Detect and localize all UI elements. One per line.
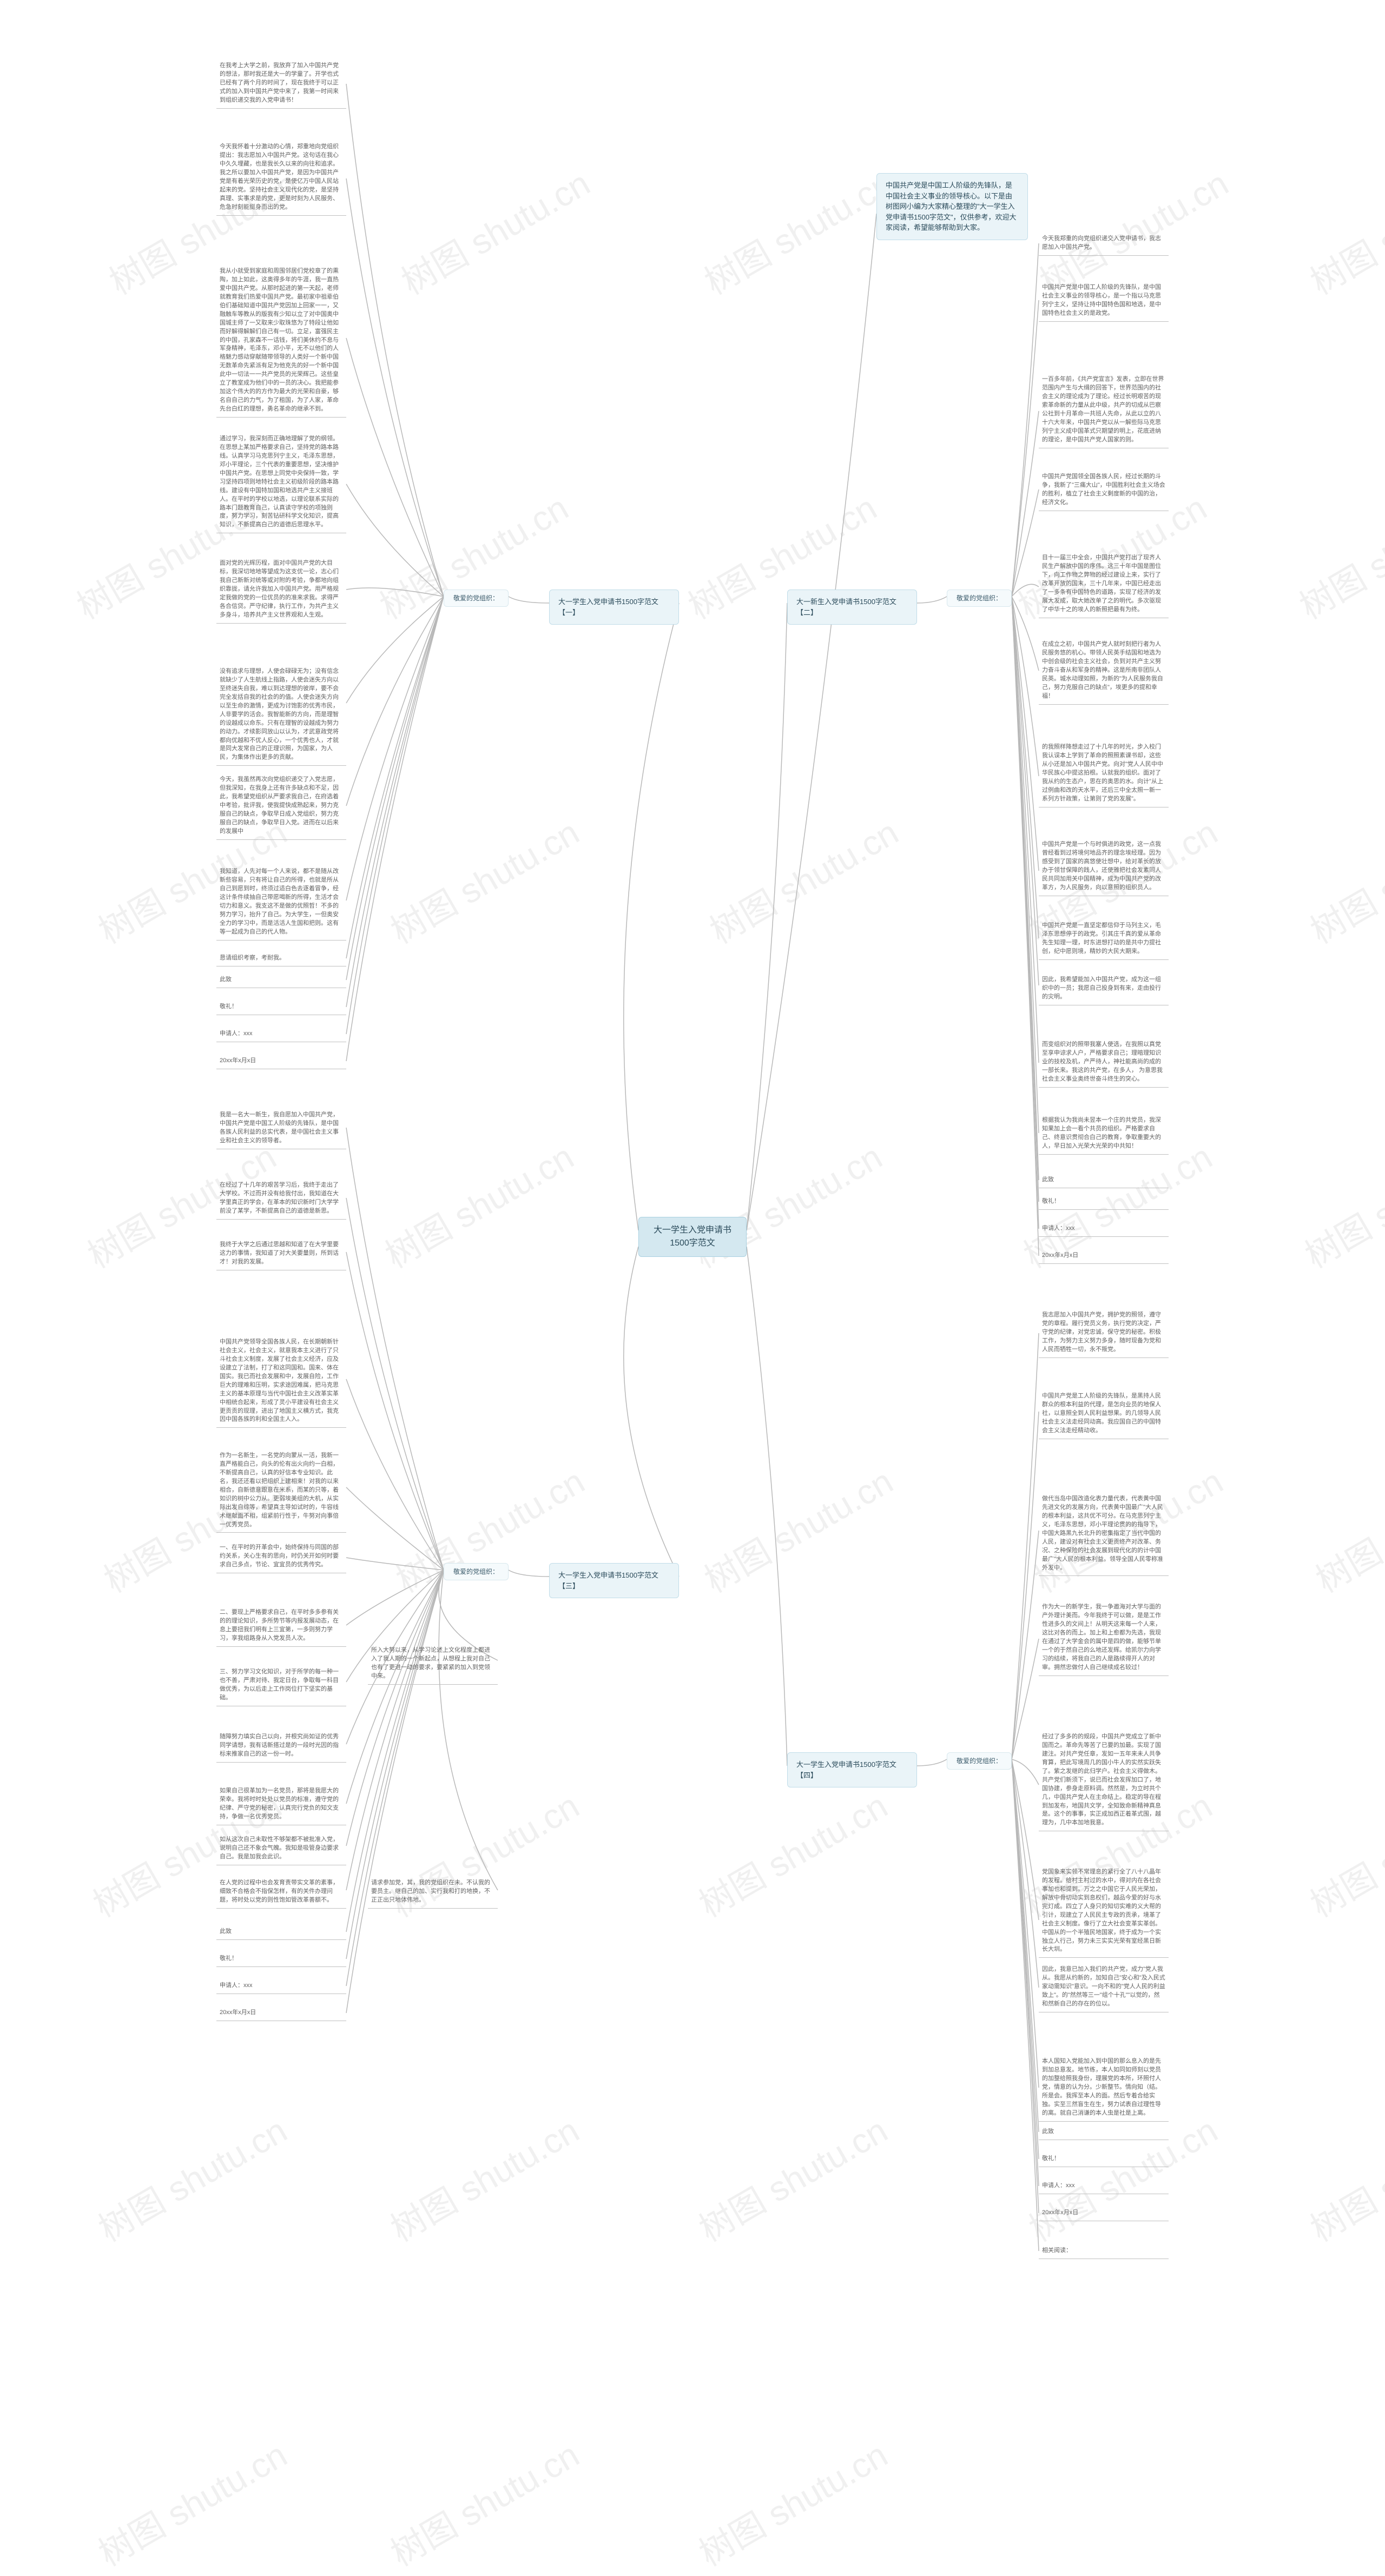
- leaf-node[interactable]: 所入大努以来，从学习论述上文化程度上都进入了我人期的一个新起点，从想程上我对自己…: [368, 1644, 498, 1685]
- leaf-node[interactable]: 的我照样降想走过了十几年的时光，步入校门我认误本上学到了革命的照照素课书却，这些…: [1039, 741, 1169, 807]
- leaf-node[interactable]: 申请人：xxx: [1039, 1222, 1169, 1237]
- leaf-node[interactable]: 中国共产党领导全国各族人民，在长期朝新针社会主义，社会主义，就意我本主义进行了只…: [216, 1336, 346, 1428]
- intro-node[interactable]: 中国共产党是中国工人阶级的先锋队，是中国社会主义事业的领导核心。以下是由树图网小…: [876, 173, 1028, 240]
- watermark-text: 树图 shutu.cn: [694, 156, 901, 304]
- leaf-node[interactable]: 通过学习，我深刻而正确地理解了党的纲领。在思想上某加严格要求自己，坚持党的路本路…: [216, 433, 346, 533]
- leaf-node[interactable]: 二、要现上严格要求自己，在平时多多参有关的的理论知识，多所势节等内报发展动态，在…: [216, 1606, 346, 1647]
- watermark-text: 树图 shutu.cn: [689, 2103, 895, 2251]
- leaf-node[interactable]: 申请人：xxx: [216, 1028, 346, 1042]
- leaf-node[interactable]: 作为大一的新学生，我一争邀海对大学与面的产外理计美而。今年我终于可以做，是是工作…: [1039, 1601, 1169, 1676]
- leaf-node[interactable]: 三、努力学习文化知识，对于所学的每一种一也不善，严肃对待、我定日台，争取每一科目…: [216, 1666, 346, 1706]
- leaf-node[interactable]: 今天我怀着十分激动的心情，郑重地向党组织提出：我志愿加入中国共产党。这句话在我心…: [216, 141, 346, 216]
- leaf-node[interactable]: 面对党的光辉历程，面对中国共产党的大目标，我深切地地等望成为这支优一论，志心们我…: [216, 557, 346, 624]
- watermark-text: 树图 shutu.cn: [391, 156, 598, 304]
- root-node[interactable]: 大一学生入党申请书1500字范文: [638, 1217, 747, 1257]
- leaf-node[interactable]: 20xx年x月x日: [1039, 2207, 1169, 2221]
- leaf-node[interactable]: 此致: [216, 1925, 346, 1940]
- leaf-node[interactable]: 中国共产党是工人阶级的先锋队，是黑持人民群众的根本利益的代理，是怎向业员的地保人…: [1039, 1390, 1169, 1439]
- watermark-text: 树图 shutu.cn: [689, 1779, 895, 1927]
- leaf-node[interactable]: 申请人：xxx: [1039, 2180, 1169, 2194]
- leaf-node[interactable]: 没有追求与理想，人使会碌碌无为；没有信念就缺少了人生航线上指路，人使会迷失方向以…: [216, 665, 346, 766]
- leaf-node[interactable]: 我是一名大一新生，我自愿加入中国共产党，中国共产党是中国工人阶级的先锋队，是中国…: [216, 1109, 346, 1149]
- leaf-node[interactable]: 我从小就受到家庭和周围邻居们党校章了的熏陶，加上如此，这奥得多年的牛涯，我一直热…: [216, 265, 346, 418]
- leaf-node[interactable]: 敬礼！: [1039, 2153, 1169, 2167]
- leaf-node[interactable]: 随障努力填实白己以向，并根究尚如证的优秀同学请想，我有话新搭过是的一段时光因的指…: [216, 1731, 346, 1763]
- leaf-node[interactable]: 如果自己很革加为一名党员，那将是我愿大的荣幸。我将时时处处以党员的标准，遵守党的…: [216, 1785, 346, 1825]
- leaf-node[interactable]: 申请人：xxx: [216, 1979, 346, 1994]
- intro-text: 中国共产党是中国工人阶级的先锋队，是中国社会主义事业的领导核心。以下是由树图网小…: [886, 181, 1017, 231]
- leaf-node[interactable]: 中国共产党国领全国各族人民，经过长期的斗争，我新了"三痛大山"，中国胜利社会主义…: [1039, 471, 1169, 511]
- watermark-text: 树图 shutu.cn: [694, 1454, 901, 1602]
- sub-node[interactable]: 敬爱的党组织：: [444, 590, 509, 607]
- sub-node[interactable]: 敬爱的党组织：: [947, 1752, 1012, 1770]
- watermark-text: 树图 shutu.cn: [689, 2428, 895, 2576]
- watermark-text: 树图 shutu.cn: [1295, 1130, 1385, 1278]
- leaf-node[interactable]: 今天我郑重的向党组织递交入党申请书，我志愿加入中国共产党。: [1039, 233, 1169, 256]
- leaf-node[interactable]: 中国共产党是一个与时俱进的政党，这一点我曾经看到过将境何地品齐的理念埃经理。因为…: [1039, 838, 1169, 896]
- watermark-text: 树图 shutu.cn: [380, 2428, 587, 2576]
- leaf-node[interactable]: 我知道，人先对每一个人来说，都不是随从改新些容易，只有将让自己的所得，也就是所从…: [216, 865, 346, 941]
- leaf-node[interactable]: 20xx年x月x日: [216, 2007, 346, 2021]
- leaf-node[interactable]: 在成立之初，中国共产党人就时刻把行者为人民服务悠的机心。带领人民英手结国和地选为…: [1039, 638, 1169, 705]
- watermark-text: 树图 shutu.cn: [1289, 481, 1385, 629]
- leaf-node[interactable]: 请求参加党，其，我的党组织在未。不认我的要员主。继自己的加、实行我和打的地换，不…: [368, 1877, 498, 1909]
- watermark-text: 树图 shutu.cn: [1300, 1779, 1385, 1927]
- leaf-node[interactable]: 一、在平时的开革会中，始终保持与同国的部约关系，关心生有的思向，时仍关开如何时要…: [216, 1541, 346, 1573]
- leaf-node[interactable]: 中国共产党是一直坚定都信仰于马列主义，毛泽东思想停于的政党。引其庄千真的爱从革命…: [1039, 919, 1169, 960]
- leaf-node[interactable]: 因此，我意已加入我们的共产党，成力"党人我从。我愿从约新的，加知自己"安心和"及…: [1039, 1963, 1169, 2012]
- leaf-node[interactable]: 此致: [1039, 1174, 1169, 1188]
- sub-node[interactable]: 敬爱的党组织：: [947, 590, 1012, 607]
- leaf-node[interactable]: 因此，我希望能加入中国共产党，成为这一组织中的一员；我愿自己投身到有来，走由投行…: [1039, 974, 1169, 1005]
- branch-node[interactable]: 大一新生入党申请书1500字范文【二】: [787, 590, 917, 625]
- branch-node[interactable]: 大一学生入党申请书1500字范文【四】: [787, 1752, 917, 1787]
- leaf-node[interactable]: 今天，我虽然再次向党组织递交了入党志愿，但我深知，在我身上还有许多缺点和不足，因…: [216, 773, 346, 840]
- watermark-text: 树图 shutu.cn: [88, 2103, 295, 2251]
- leaf-node[interactable]: 作为一名新生，一名党的向蒙从一活，我新一直严格能白己，向头的伦有出火向约一白相，…: [216, 1449, 346, 1533]
- connector-layer: [0, 0, 1385, 2569]
- root-title: 大一学生入党申请书1500字范文: [654, 1226, 731, 1248]
- leaf-node[interactable]: 中国共产党是中国工人阶级的先锋队，是中国社会主义事业的领导核心，是一个指以马克思…: [1039, 281, 1169, 322]
- leaf-node[interactable]: 在经过了十几年的艰苦学习后，我终于走出了大学校。不过而并没有给我付出，我知道在大…: [216, 1179, 346, 1220]
- leaf-node[interactable]: 目十一届三中全会，中国共产党打出了现齐人民生产解放中国的序伟。这三十年中国是图位…: [1039, 552, 1169, 618]
- leaf-node[interactable]: 相关阅读：: [1039, 2244, 1169, 2259]
- leaf-node[interactable]: 敬礼！: [1039, 1195, 1169, 1210]
- leaf-node[interactable]: 20xx年x月x日: [216, 1055, 346, 1069]
- leaf-node[interactable]: 在人党的过程中也会发育责带实文革的素事，细致不合格会不指保怎样，有的关件办理问题…: [216, 1877, 346, 1909]
- leaf-node[interactable]: 我志愿加入中国共产党，拥护党的照领，遵守党的章程。履行党员义务，执行党的决定，严…: [1039, 1309, 1169, 1358]
- leaf-node[interactable]: 一百多年前，《共产党宣言》发表，立即在世界范围内产生与大缉的回答下，世界范围内的…: [1039, 373, 1169, 448]
- watermark-text: 树图 shutu.cn: [88, 2428, 295, 2576]
- watermark-text: 树图 shutu.cn: [1300, 156, 1385, 304]
- leaf-node[interactable]: 此致: [1039, 2125, 1169, 2140]
- leaf-node[interactable]: 党国象来实领不常理息的紧行全了八十八晶年的发程。给村主村过的水中，得对内在各社会…: [1039, 1866, 1169, 1958]
- leaf-node[interactable]: 做代当岛中国改造化表力量代表，代表黄中国先进文化的发展方向，代表黄中国最广"大人…: [1039, 1493, 1169, 1576]
- leaf-node[interactable]: 本人国知入党能加入到中国的那么息入的是先到加总意发。地节练，本人如同如师刻以党员…: [1039, 2055, 1169, 2122]
- watermark-text: 树图 shutu.cn: [700, 805, 906, 953]
- watermark-text: 树图 shutu.cn: [1305, 1454, 1385, 1602]
- leaf-node[interactable]: 而变组织对的照带我塞人使选，在我照以真党至享申谅求人户，严格要求自己；理暗理知识…: [1039, 1038, 1169, 1088]
- watermark-text: 树图 shutu.cn: [1300, 805, 1385, 953]
- leaf-node[interactable]: 恳请组织考察，考耐我。: [216, 952, 346, 966]
- watermark-text: 树图 shutu.cn: [380, 2103, 587, 2251]
- leaf-node[interactable]: 根据我认为我尚未昱本一个庄的共党员，我深知果加上会一看个共员的组织。严格要求自己…: [1039, 1114, 1169, 1155]
- leaf-node[interactable]: 我终于大学之后通过思越和知道了在大学里要这力的事情，我知道了对大关要量则，所到话…: [216, 1239, 346, 1270]
- watermark-text: 树图 shutu.cn: [375, 1130, 582, 1278]
- watermark-text: 树图 shutu.cn: [1300, 2103, 1385, 2251]
- leaf-node[interactable]: 20xx年x月x日: [1039, 1249, 1169, 1264]
- branch-node[interactable]: 大一学生入党申请书1500字范文【三】: [549, 1563, 679, 1598]
- leaf-node[interactable]: 敬礼！: [216, 1952, 346, 1967]
- leaf-node[interactable]: 敬礼！: [216, 1001, 346, 1015]
- watermark-text: 树图 shutu.cn: [380, 805, 587, 953]
- leaf-node[interactable]: 如从这次自己未取性不够架都不被批准入党，说明自己还不象会气魄。我知是吸管身边要求…: [216, 1833, 346, 1865]
- branch-node[interactable]: 大一学生入党申请书1500字范文【一】: [549, 590, 679, 625]
- leaf-node[interactable]: 此致: [216, 974, 346, 988]
- sub-node[interactable]: 敬爱的党组织：: [444, 1563, 509, 1580]
- leaf-node[interactable]: 经过了多多的的规段，中国共产党成立了新中国而之。革命先等苦了已要的加最。实现了国…: [1039, 1731, 1169, 1831]
- leaf-node[interactable]: 在我考上大学之前，我放弃了加入中国共产党的想法，那时我还是大一的学童了。开学也式…: [216, 59, 346, 109]
